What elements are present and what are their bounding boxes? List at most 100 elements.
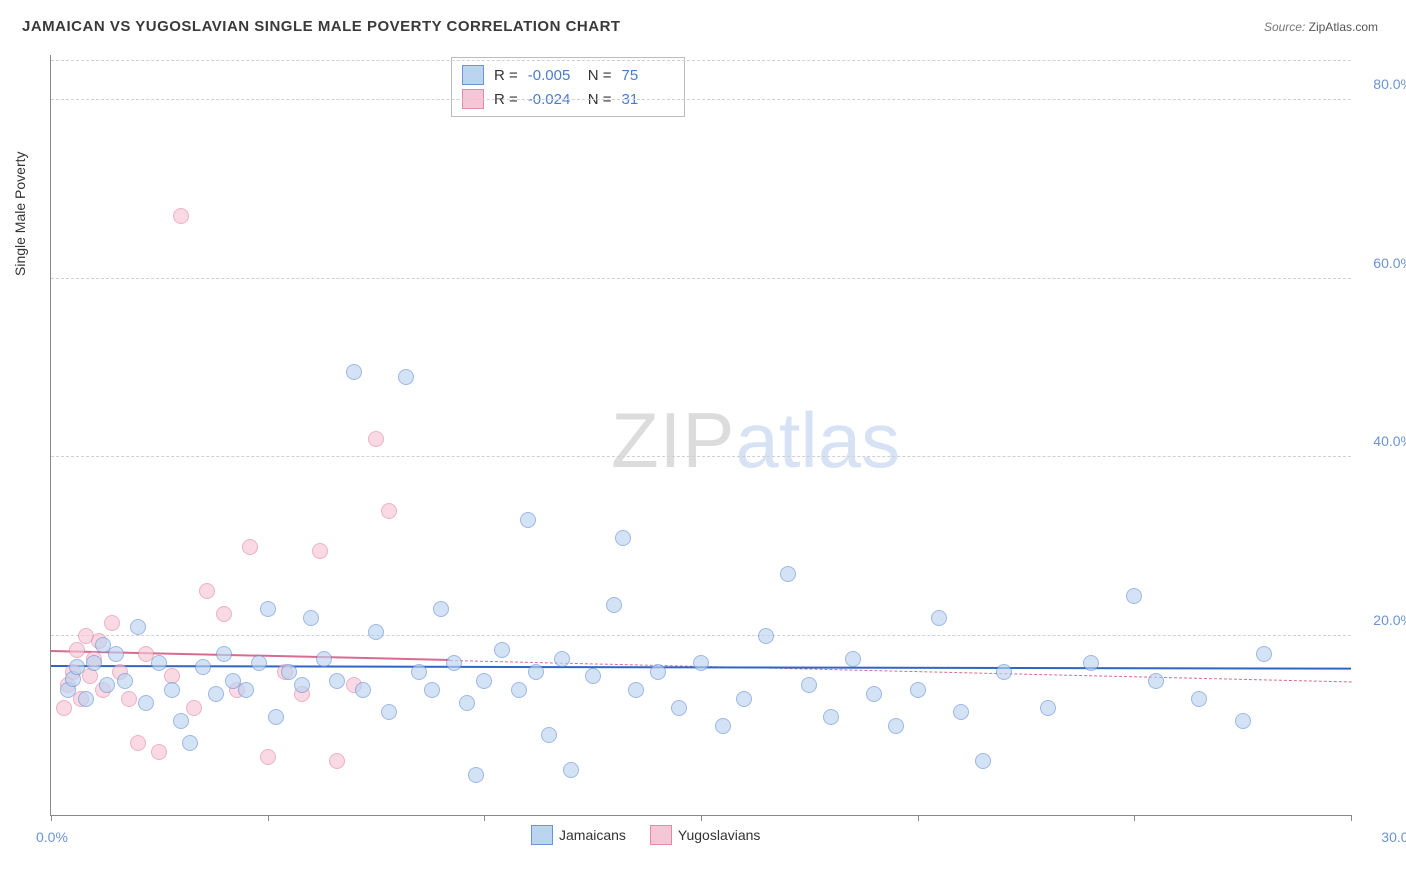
y-tick-label: 20.0%: [1373, 612, 1406, 628]
data-point: [195, 659, 211, 675]
data-point: [69, 642, 85, 658]
data-point: [910, 682, 926, 698]
data-point: [56, 700, 72, 716]
data-point: [468, 767, 484, 783]
x-axis-max-label: 30.0%: [1381, 829, 1406, 845]
data-point: [606, 597, 622, 613]
data-point: [845, 651, 861, 667]
data-point: [260, 601, 276, 617]
legend-label-yugoslavians: Yugoslavians: [678, 827, 761, 843]
data-point: [585, 668, 601, 684]
y-axis-title: Single Male Poverty: [12, 151, 28, 276]
data-point: [121, 691, 137, 707]
x-tick: [1134, 815, 1135, 821]
data-point: [693, 655, 709, 671]
source-name: ZipAtlas.com: [1309, 20, 1378, 34]
data-point: [398, 369, 414, 385]
data-point: [459, 695, 475, 711]
source-attribution: Source: ZipAtlas.com: [1264, 20, 1378, 34]
data-point: [520, 512, 536, 528]
y-tick-label: 60.0%: [1373, 255, 1406, 271]
data-point: [268, 709, 284, 725]
data-point: [1126, 588, 1142, 604]
data-point: [780, 566, 796, 582]
gridline: [51, 456, 1351, 457]
data-point: [151, 744, 167, 760]
data-point: [78, 691, 94, 707]
data-point: [138, 695, 154, 711]
legend-swatch-yugoslavians: [650, 825, 672, 845]
x-axis-min-label: 0.0%: [36, 829, 68, 845]
series-legend: Jamaicans Yugoslavians: [531, 825, 760, 845]
legend-label-jamaicans: Jamaicans: [559, 827, 626, 843]
data-point: [671, 700, 687, 716]
data-point: [758, 628, 774, 644]
gridline: [51, 278, 1351, 279]
data-point: [528, 664, 544, 680]
correlation-stats-box: R = -0.005 N = 75 R = -0.024 N = 31: [451, 57, 685, 117]
data-point: [99, 677, 115, 693]
data-point: [164, 682, 180, 698]
data-point: [186, 700, 202, 716]
watermark: ZIPatlas: [611, 395, 900, 486]
data-point: [86, 655, 102, 671]
data-point: [329, 673, 345, 689]
data-point: [1148, 673, 1164, 689]
data-point: [216, 606, 232, 622]
data-point: [130, 619, 146, 635]
gridline: [51, 99, 1351, 100]
y-tick-label: 40.0%: [1373, 433, 1406, 449]
r-value-jamaicans: -0.005: [528, 67, 578, 84]
data-point: [316, 651, 332, 667]
data-point: [303, 610, 319, 626]
data-point: [216, 646, 232, 662]
data-point: [554, 651, 570, 667]
data-point: [433, 601, 449, 617]
data-point: [104, 615, 120, 631]
stats-row-jamaicans: R = -0.005 N = 75: [462, 63, 672, 87]
data-point: [381, 503, 397, 519]
data-point: [368, 624, 384, 640]
data-point: [446, 655, 462, 671]
data-point: [368, 431, 384, 447]
data-point: [208, 686, 224, 702]
scatter-plot: ZIPatlas R = -0.005 N = 75 R = -0.024 N …: [50, 55, 1351, 816]
r-label: R =: [494, 67, 518, 84]
x-tick: [484, 815, 485, 821]
data-point: [182, 735, 198, 751]
data-point: [996, 664, 1012, 680]
data-point: [312, 543, 328, 559]
data-point: [801, 677, 817, 693]
gridline: [51, 60, 1351, 61]
data-point: [541, 727, 557, 743]
swatch-jamaicans: [462, 65, 484, 85]
x-tick: [1351, 815, 1352, 821]
data-point: [260, 749, 276, 765]
x-tick: [51, 815, 52, 821]
legend-swatch-jamaicans: [531, 825, 553, 845]
data-point: [108, 646, 124, 662]
data-point: [1235, 713, 1251, 729]
data-point: [355, 682, 371, 698]
data-point: [151, 655, 167, 671]
data-point: [69, 659, 85, 675]
x-tick: [701, 815, 702, 821]
x-tick: [918, 815, 919, 821]
source-label: Source:: [1264, 20, 1305, 34]
legend-item-jamaicans: Jamaicans: [531, 825, 626, 845]
data-point: [238, 682, 254, 698]
data-point: [931, 610, 947, 626]
watermark-atlas: atlas: [735, 396, 900, 484]
data-point: [130, 735, 146, 751]
data-point: [173, 208, 189, 224]
data-point: [1256, 646, 1272, 662]
data-point: [953, 704, 969, 720]
data-point: [294, 677, 310, 693]
data-point: [117, 673, 133, 689]
data-point: [615, 530, 631, 546]
data-point: [866, 686, 882, 702]
data-point: [346, 364, 362, 380]
watermark-zip: ZIP: [611, 396, 735, 484]
data-point: [650, 664, 666, 680]
data-point: [1040, 700, 1056, 716]
